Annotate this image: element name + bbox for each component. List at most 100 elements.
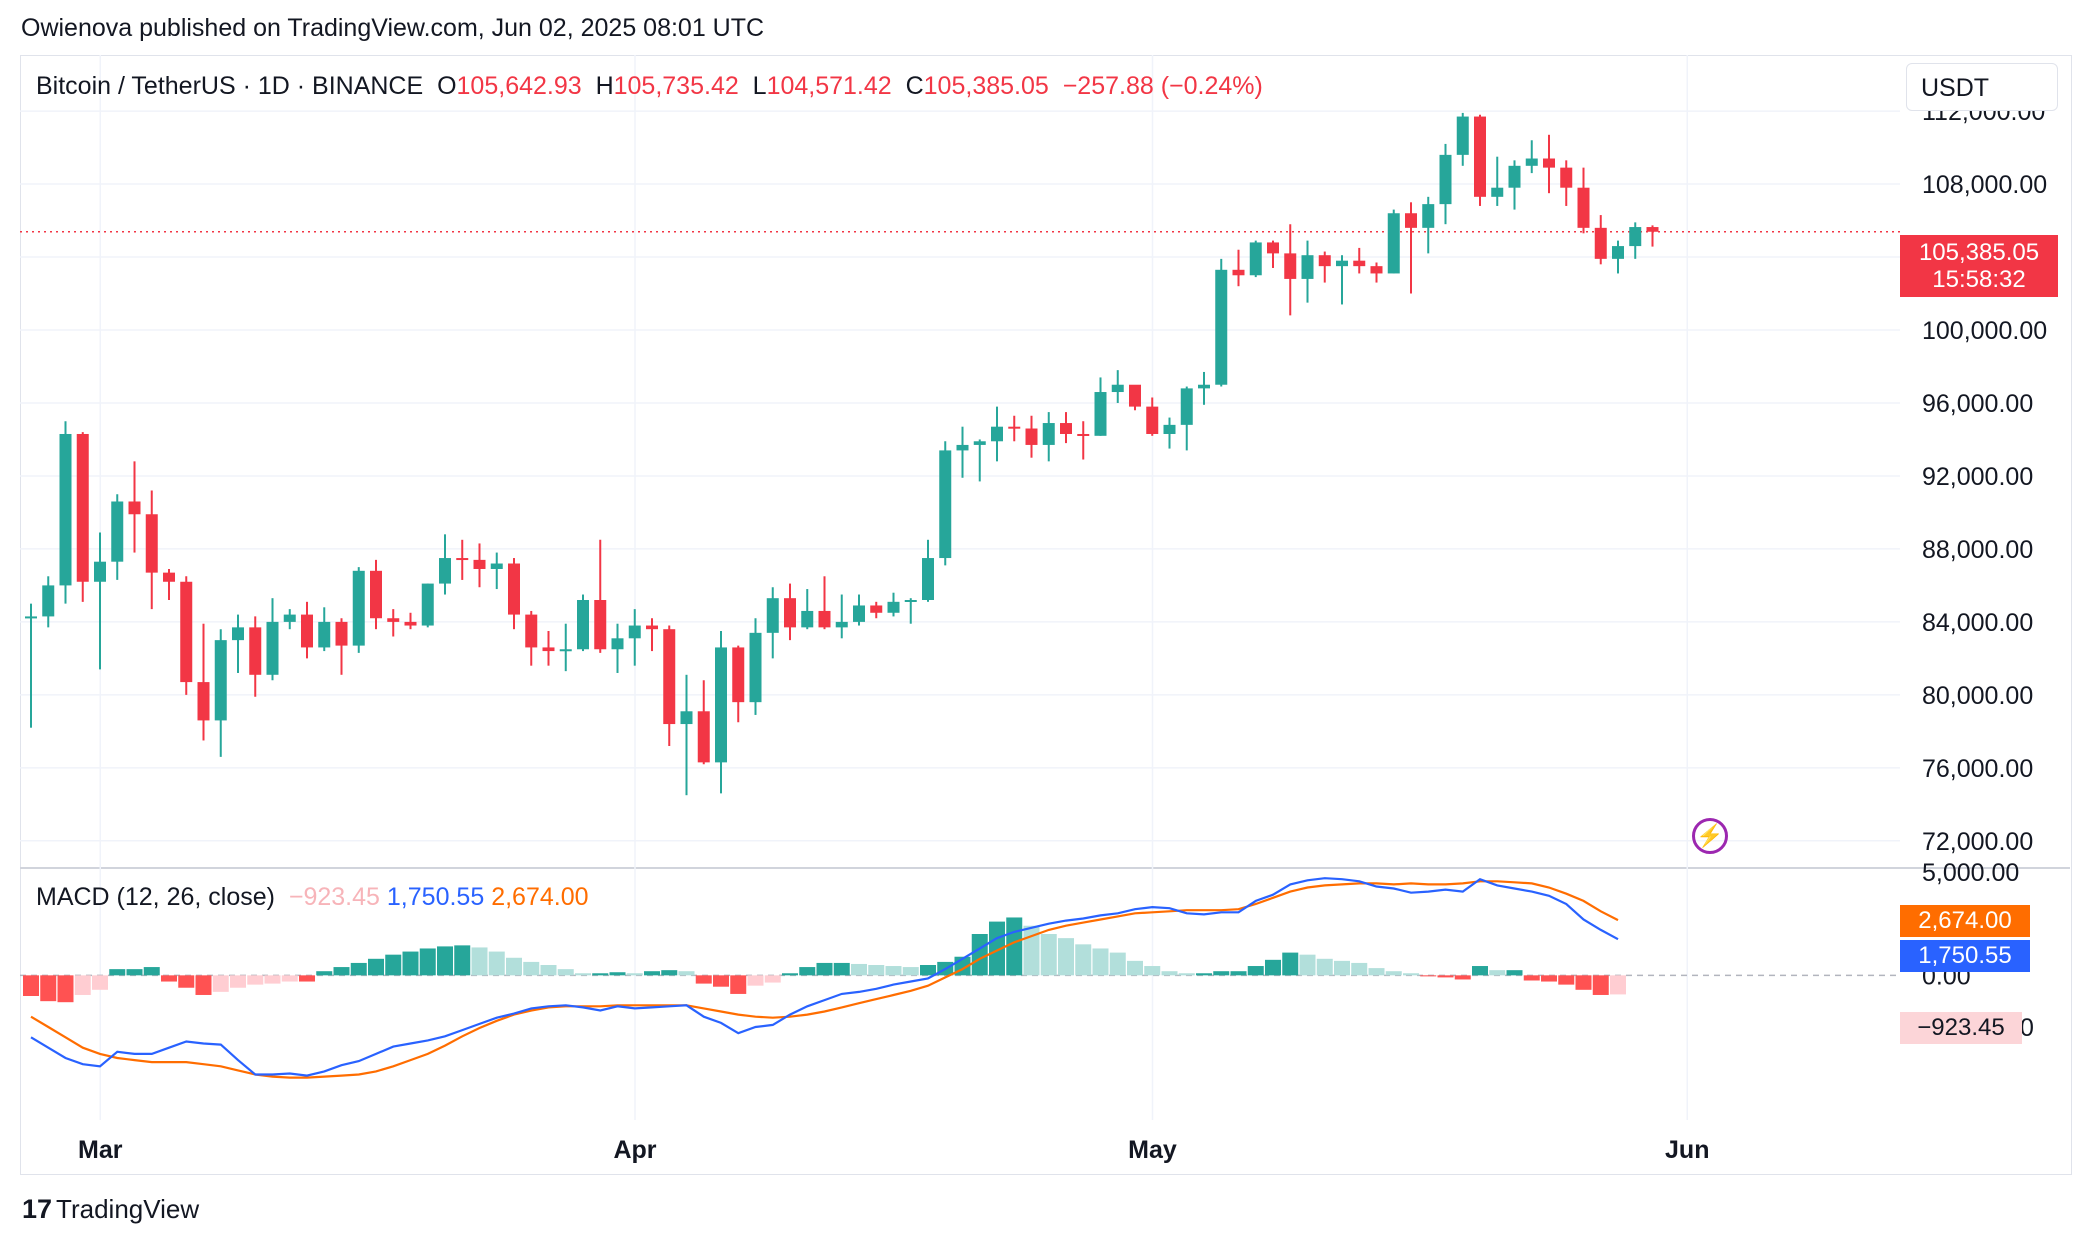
- macd-histogram-bar: [557, 969, 574, 976]
- macd-histogram-bar: [1075, 944, 1092, 976]
- macd-histogram-bar: [1058, 938, 1074, 976]
- candle-body: [1387, 213, 1400, 274]
- macd-histogram-bar: [454, 945, 471, 976]
- macd-histogram-bar: [1316, 958, 1333, 976]
- candle-body: [1215, 269, 1228, 385]
- candle-body: [766, 598, 779, 633]
- candle-body: [1405, 213, 1417, 228]
- macd-histogram-bar: [178, 975, 195, 988]
- candle-body: [835, 621, 848, 628]
- grid-lines: [20, 55, 2070, 1120]
- low-value: 104,571.42: [766, 72, 892, 100]
- candle-body: [1560, 167, 1573, 188]
- candle-body: [249, 627, 262, 675]
- candle-body: [508, 563, 520, 615]
- candle-body: [111, 501, 124, 562]
- candle-body: [1232, 269, 1245, 276]
- macd-histogram-bar: [74, 975, 91, 995]
- candle-body: [404, 621, 417, 626]
- price-tick-label: 72,000.00: [1922, 828, 2033, 856]
- macd-histogram-bar: [730, 975, 747, 994]
- candle-body: [1525, 158, 1538, 166]
- macd-histogram-bar: [1127, 960, 1143, 976]
- macd-histogram-bar: [1558, 975, 1575, 985]
- candle-body: [991, 426, 1003, 442]
- macd-histogram-bar: [488, 951, 505, 976]
- price-tick-label: 76,000.00: [1922, 755, 2033, 783]
- macd-histogram-bar: [575, 973, 591, 976]
- price-tick-label: 100,000.00: [1922, 317, 2047, 345]
- candle-body: [1594, 227, 1607, 259]
- macd-histogram-bar: [851, 963, 867, 976]
- candle-body: [1456, 116, 1469, 155]
- candle-body: [180, 581, 193, 683]
- candle-body: [1543, 158, 1555, 168]
- candle-body: [1267, 242, 1279, 254]
- macd-tick-label: 5,000.00: [1922, 859, 2019, 887]
- candle-body: [1612, 246, 1624, 259]
- macd-histogram-bar: [1575, 975, 1592, 990]
- price-tick-label: 84,000.00: [1922, 609, 2033, 637]
- candle-body: [525, 614, 538, 648]
- last-price-value: 105,385.05: [1918, 239, 2040, 266]
- macd-histogram-bar: [1092, 948, 1109, 976]
- macd-histogram-bar: [23, 975, 39, 996]
- macd-signal-line: [30, 880, 1619, 1079]
- candle-body: [473, 559, 486, 569]
- high-value: 105,735.42: [613, 72, 739, 100]
- price-tick-label: 80,000.00: [1922, 682, 2033, 710]
- candle-body: [266, 621, 279, 675]
- macd-tag: 1,750.55: [1900, 940, 2030, 972]
- candle-body: [611, 638, 624, 650]
- macd-title[interactable]: MACD (12, 26, close): [36, 883, 275, 911]
- lightning-icon[interactable]: ⚡: [1692, 818, 1728, 854]
- candle-body: [818, 610, 831, 628]
- macd-histogram-bar: [678, 971, 695, 976]
- macd-histogram-bar: [1040, 934, 1057, 976]
- macd-histogram-bar: [1161, 971, 1178, 976]
- currency-button[interactable]: USDT: [1906, 63, 2058, 111]
- candle-body: [784, 598, 796, 628]
- macd-histogram-bar: [1196, 973, 1212, 976]
- macd-histogram-bar: [1506, 970, 1523, 976]
- candle-body: [1370, 266, 1383, 274]
- candle-body: [128, 501, 141, 515]
- tradingview-logo-icon: 17: [22, 1194, 53, 1224]
- macd-histogram-bar: [299, 975, 315, 982]
- candle-body: [1129, 384, 1141, 407]
- candle-body: [439, 558, 451, 584]
- macd-histogram-bar: [1610, 975, 1626, 995]
- candle-body: [1318, 255, 1331, 267]
- macd-histogram-bar: [385, 954, 402, 976]
- candle-body: [42, 585, 55, 617]
- price-tick-label: 108,000.00: [1922, 171, 2047, 199]
- candle-body: [283, 614, 296, 622]
- footer-brand[interactable]: 17 TradingView: [22, 1194, 199, 1225]
- macd-histogram-bar: [402, 951, 419, 976]
- macd-histogram-bar: [1109, 952, 1126, 976]
- macd-histogram-bar: [920, 965, 936, 976]
- macd-histogram-bar: [1437, 975, 1454, 978]
- macd-histogram-bar: [1489, 970, 1506, 976]
- candle-body: [1180, 388, 1193, 425]
- price-tick-label: 92,000.00: [1922, 463, 2033, 491]
- macd-histogram-bar: [350, 962, 367, 976]
- candle-body: [1146, 406, 1159, 434]
- macd-histogram-bar: [1592, 975, 1609, 995]
- macd-histogram-bar: [161, 975, 177, 982]
- candle-body: [594, 600, 607, 650]
- symbol-name[interactable]: Bitcoin / TetherUS · 1D · BINANCE: [36, 72, 424, 100]
- time-axis-label: May: [1128, 1136, 1177, 1164]
- candle-body: [1060, 423, 1072, 434]
- macd-histogram-bar: [1144, 966, 1161, 976]
- macd-histogram-bar: [437, 946, 453, 976]
- macd-histogram-bar: [1265, 959, 1281, 976]
- macd-histogram-bar: [1006, 917, 1023, 976]
- candle-body: [59, 433, 72, 586]
- macd-histogram-bar: [57, 975, 74, 1003]
- high-label: H: [595, 72, 614, 100]
- macd-histogram-bar: [1385, 971, 1402, 976]
- macd-histogram-bar: [40, 975, 57, 1002]
- macd-histogram-bar: [126, 969, 143, 976]
